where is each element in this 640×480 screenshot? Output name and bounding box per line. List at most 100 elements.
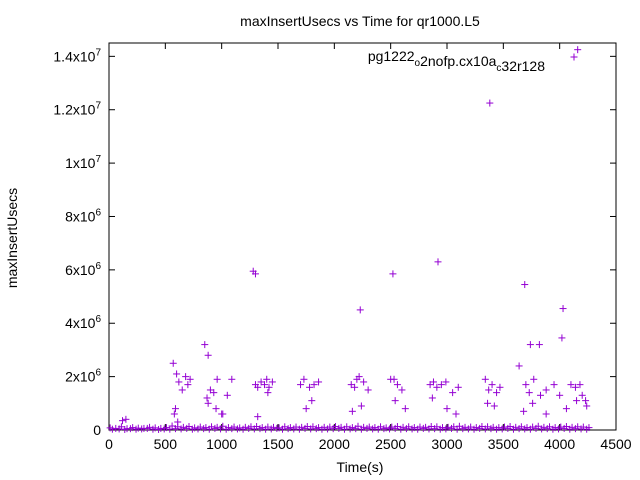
data-point bbox=[312, 425, 320, 433]
data-point bbox=[169, 359, 177, 367]
data-point bbox=[429, 378, 437, 386]
data-point bbox=[504, 424, 512, 432]
y-tick-label: 0 bbox=[93, 422, 101, 438]
data-point bbox=[493, 389, 501, 397]
x-tick-label: 3500 bbox=[488, 436, 519, 452]
data-point bbox=[239, 425, 247, 433]
data-point bbox=[265, 383, 273, 391]
data-point bbox=[391, 424, 399, 432]
data-point bbox=[485, 386, 493, 394]
data-point bbox=[256, 425, 264, 433]
data-point bbox=[356, 306, 364, 314]
y-axis-ticks: 0 2x106 4x106 6x106 8x106 1x107 1.2x107 1.4x107 bbox=[53, 47, 616, 438]
data-point bbox=[170, 410, 178, 418]
data-point bbox=[542, 386, 550, 394]
y-tick-label: 8x106 bbox=[65, 207, 101, 224]
data-point bbox=[315, 378, 323, 386]
data-point bbox=[267, 425, 275, 433]
data-point bbox=[576, 381, 584, 389]
x-axis-label: Time(s) bbox=[337, 459, 384, 475]
data-point bbox=[574, 46, 582, 54]
data-point bbox=[122, 415, 130, 423]
legend-marker bbox=[570, 53, 578, 61]
data-point bbox=[211, 424, 219, 432]
data-point bbox=[302, 405, 310, 413]
data-point bbox=[308, 397, 316, 405]
data-point bbox=[177, 425, 185, 433]
data-point bbox=[186, 375, 194, 383]
data-point bbox=[567, 381, 575, 389]
data-point bbox=[556, 391, 564, 399]
data-point bbox=[143, 424, 151, 432]
data-point bbox=[357, 402, 365, 410]
data-point bbox=[448, 424, 456, 432]
data-point bbox=[555, 425, 563, 433]
data-point bbox=[578, 391, 586, 399]
data-point bbox=[529, 399, 537, 407]
data-point bbox=[200, 425, 208, 433]
data-point bbox=[509, 425, 517, 433]
x-tick-label: 4000 bbox=[544, 436, 575, 452]
data-point bbox=[352, 425, 360, 433]
data-point bbox=[204, 351, 212, 359]
data-point bbox=[355, 373, 363, 381]
data-point bbox=[228, 375, 236, 383]
data-point bbox=[245, 424, 253, 432]
data-point bbox=[138, 425, 146, 433]
data-point bbox=[542, 410, 550, 418]
data-point bbox=[184, 381, 192, 389]
data-point bbox=[297, 381, 305, 389]
data-point bbox=[112, 424, 120, 432]
data-point bbox=[560, 424, 568, 432]
data-point bbox=[526, 341, 534, 349]
data-point bbox=[530, 375, 538, 383]
data-point bbox=[301, 424, 309, 432]
data-point bbox=[348, 407, 356, 415]
data-point bbox=[300, 375, 308, 383]
data-point bbox=[428, 394, 436, 402]
data-point bbox=[470, 425, 478, 433]
data-point bbox=[520, 407, 528, 415]
data-point bbox=[526, 425, 534, 433]
x-tick-label: 2000 bbox=[319, 436, 350, 452]
x-tick-label: 3000 bbox=[431, 436, 462, 452]
data-point bbox=[279, 425, 287, 433]
data-point bbox=[488, 381, 496, 389]
data-point bbox=[295, 425, 303, 433]
legend-label: pg1222o2nofp.cx10ac32r128 bbox=[368, 48, 545, 74]
data-point bbox=[374, 425, 382, 433]
data-point bbox=[573, 397, 581, 405]
data-point bbox=[335, 424, 343, 432]
data-point bbox=[210, 389, 218, 397]
data-point bbox=[397, 425, 405, 433]
y-tick-label: 1.4x107 bbox=[53, 47, 101, 64]
data-point bbox=[178, 386, 186, 394]
data-point bbox=[360, 378, 368, 386]
data-point bbox=[437, 381, 445, 389]
data-point bbox=[219, 410, 227, 418]
data-point bbox=[401, 405, 409, 413]
data-point bbox=[264, 389, 272, 397]
data-point bbox=[212, 405, 220, 413]
data-point bbox=[442, 378, 450, 386]
data-point bbox=[155, 425, 163, 433]
data-points bbox=[106, 46, 593, 433]
data-point bbox=[310, 381, 318, 389]
data-point bbox=[115, 425, 123, 433]
data-point bbox=[119, 417, 127, 425]
data-point bbox=[419, 424, 427, 432]
data-point bbox=[515, 362, 523, 370]
data-point bbox=[484, 399, 492, 407]
data-point bbox=[126, 425, 134, 433]
data-point bbox=[108, 425, 116, 433]
data-point bbox=[386, 425, 394, 433]
legend: pg1222o2nofp.cx10ac32r128 bbox=[368, 48, 578, 74]
data-point bbox=[481, 375, 489, 383]
data-point bbox=[171, 405, 179, 413]
data-point bbox=[490, 402, 498, 410]
data-point bbox=[537, 391, 545, 399]
data-point bbox=[559, 305, 567, 313]
data-point bbox=[562, 405, 570, 413]
data-point bbox=[434, 258, 442, 266]
data-point bbox=[486, 99, 494, 107]
